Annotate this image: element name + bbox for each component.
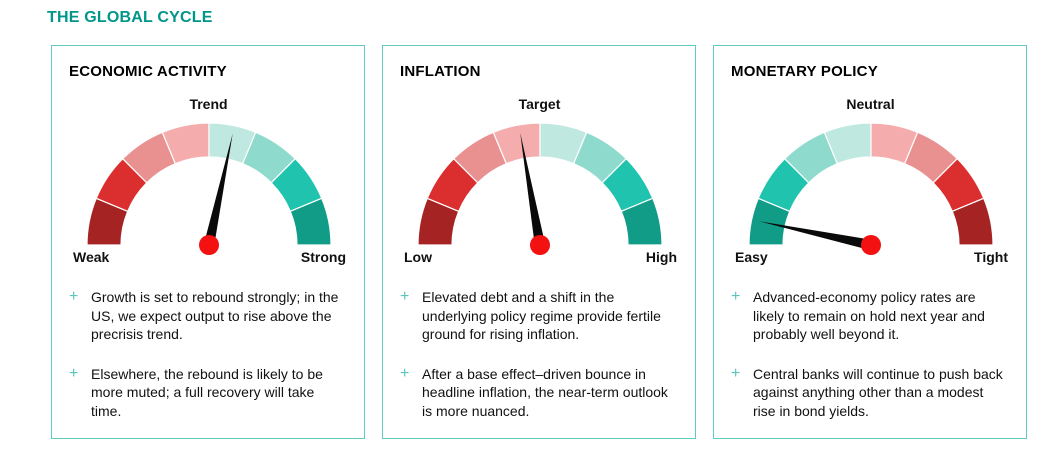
bullet-text: Central banks will continue to push back…: [753, 365, 1003, 419]
bullet-text: After a base effect–driven bounce in hea…: [422, 365, 668, 419]
plus-icon: +: [400, 364, 410, 382]
plus-icon: +: [69, 364, 79, 382]
gauge-top-label: Neutral: [846, 96, 895, 112]
plus-icon: +: [731, 364, 741, 382]
gauge-right-label: Tight: [974, 249, 1008, 265]
bullet-text: Advanced-economy policy rates are likely…: [753, 289, 985, 342]
bullet-list: + Elevated debt and a shift in the under…: [400, 288, 679, 420]
card-inflation: INFLATION Target Low High + Elevated deb…: [382, 45, 696, 439]
bullet-item: + Growth is set to rebound strongly; in …: [69, 288, 348, 344]
gauge-left-label: Easy: [735, 249, 768, 265]
gauge-chart: [747, 122, 994, 255]
bullet-item: + Elevated debt and a shift in the under…: [400, 288, 679, 344]
gauge-inflation: Target Low High: [400, 96, 679, 265]
gauge-right-label: Strong: [300, 249, 346, 265]
card-title: MONETARY POLICY: [731, 63, 878, 80]
bullet-text: Elevated debt and a shift in the underly…: [422, 289, 661, 342]
bullet-item: + Advanced-economy policy rates are like…: [731, 288, 1010, 344]
bullet-text: Elsewhere, the rebound is likely to be m…: [91, 365, 323, 419]
plus-icon: +: [69, 288, 79, 305]
card-title: ECONOMIC ACTIVITY: [69, 63, 227, 80]
bullet-list: + Growth is set to rebound strongly; in …: [69, 288, 348, 420]
card-monetary-policy: MONETARY POLICY Neutral Easy Tight + Adv…: [713, 45, 1027, 439]
card-title: INFLATION: [400, 63, 481, 80]
gauge-top-label: Target: [518, 96, 561, 112]
gauge-top-label: Trend: [189, 96, 228, 112]
bullet-item: + After a base effect–driven bounce in h…: [400, 365, 679, 421]
gauge-left-label: Weak: [73, 249, 110, 265]
gauge-right-label: High: [645, 249, 677, 265]
gauge-economic-activity: Trend Weak Strong: [69, 96, 348, 265]
gauge-chart: [85, 122, 332, 255]
plus-icon: +: [400, 288, 410, 305]
gauge-monetary-policy: Neutral Easy Tight: [731, 96, 1010, 265]
gauge-left-label: Low: [404, 249, 432, 265]
gauge-cards-row: ECONOMIC ACTIVITY Trend Weak Strong + Gr…: [51, 45, 1059, 439]
bullet-list: + Advanced-economy policy rates are like…: [731, 288, 1010, 420]
gauge-chart: [416, 122, 663, 255]
card-economic-activity: ECONOMIC ACTIVITY Trend Weak Strong + Gr…: [51, 45, 365, 439]
bullet-text: Growth is set to rebound strongly; in th…: [91, 289, 339, 342]
page-title: THE GLOBAL CYCLE: [47, 9, 213, 26]
plus-icon: +: [731, 288, 741, 305]
bullet-item: + Elsewhere, the rebound is likely to be…: [69, 365, 348, 421]
bullet-item: + Central banks will continue to push ba…: [731, 365, 1010, 421]
